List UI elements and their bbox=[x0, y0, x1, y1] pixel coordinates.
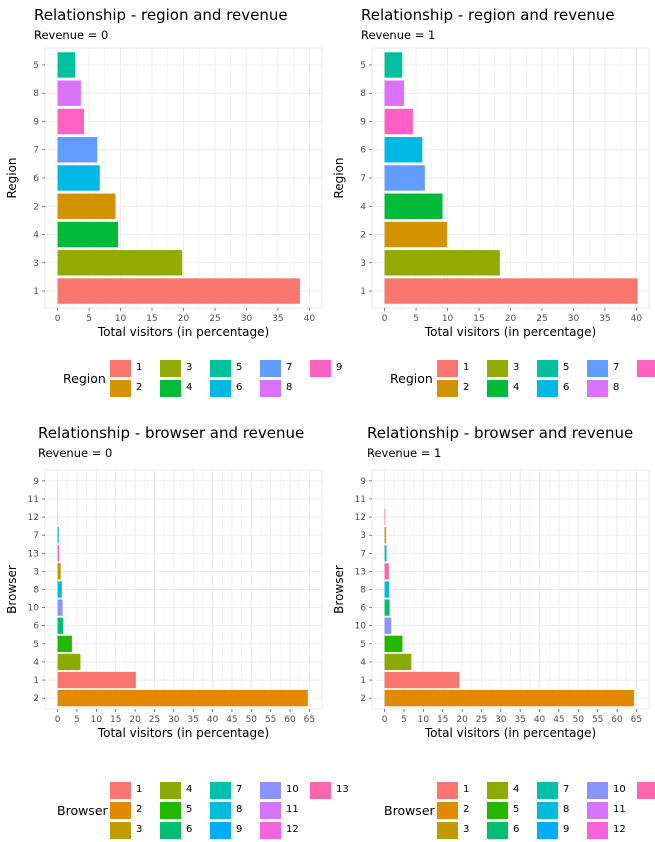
chart-region-revenue-0: Relationship - region and revenue Revenu… bbox=[0, 0, 327, 412]
legend-swatch bbox=[537, 822, 558, 839]
chart-region-revenue-1: Relationship - region and revenue Revenu… bbox=[327, 0, 655, 412]
legend-label: 2 bbox=[463, 382, 469, 393]
legend-label: 8 bbox=[613, 382, 619, 393]
legend-swatch bbox=[260, 802, 281, 819]
legend-label: 4 bbox=[513, 382, 519, 393]
legend-swatch bbox=[160, 380, 181, 397]
legend-title: Browser bbox=[384, 803, 435, 818]
legend-label: 2 bbox=[136, 382, 142, 393]
chart-browser-revenue-1: Relationship - browser and revenue Reven… bbox=[327, 412, 655, 823]
legend-swatch bbox=[210, 360, 231, 377]
legend-swatch bbox=[260, 822, 281, 839]
legend-swatch bbox=[160, 802, 181, 819]
legend-label: 4 bbox=[513, 784, 519, 795]
legend-label: 5 bbox=[236, 362, 242, 373]
legend-swatch bbox=[637, 782, 655, 799]
legend-swatch bbox=[110, 802, 131, 819]
legend-swatch bbox=[437, 782, 458, 799]
legend-swatch bbox=[587, 822, 608, 839]
legend-swatch bbox=[487, 380, 508, 397]
legend-label: 7 bbox=[236, 784, 242, 795]
legend-label: 9 bbox=[563, 824, 569, 835]
legend-swatch bbox=[260, 380, 281, 397]
legend-swatch bbox=[110, 822, 131, 839]
legend-title: Browser bbox=[57, 803, 108, 818]
legend-label: 1 bbox=[463, 784, 469, 795]
legend-swatch bbox=[487, 360, 508, 377]
legend-label: 11 bbox=[613, 804, 626, 815]
legend-label: 3 bbox=[463, 824, 469, 835]
legend-label: 6 bbox=[236, 382, 242, 393]
legend-swatch bbox=[487, 782, 508, 799]
legend-label: 5 bbox=[563, 362, 569, 373]
legend-swatch bbox=[110, 782, 131, 799]
legend-swatch bbox=[437, 802, 458, 819]
legend-label: 10 bbox=[613, 784, 626, 795]
legend-label: 12 bbox=[613, 824, 626, 835]
legend-label: 11 bbox=[286, 804, 299, 815]
legend-swatch bbox=[160, 782, 181, 799]
legend-label: 2 bbox=[463, 804, 469, 815]
legend-label: 5 bbox=[513, 804, 519, 815]
legend-label: 6 bbox=[513, 824, 519, 835]
legend-title: Region bbox=[63, 371, 106, 386]
legend-swatch bbox=[160, 360, 181, 377]
legend-label: 1 bbox=[136, 362, 142, 373]
chart-browser-revenue-0: Relationship - browser and revenue Reven… bbox=[0, 412, 327, 823]
legend-swatch bbox=[587, 380, 608, 397]
legend-label: 3 bbox=[513, 362, 519, 373]
legend-swatch bbox=[537, 802, 558, 819]
legend-label: 7 bbox=[286, 362, 292, 373]
legend-label: 3 bbox=[186, 362, 192, 373]
legend-swatch bbox=[537, 380, 558, 397]
legend-swatch bbox=[437, 360, 458, 377]
legend-label: 8 bbox=[236, 804, 242, 815]
legend-swatch bbox=[537, 360, 558, 377]
legend-label: 5 bbox=[186, 804, 192, 815]
legend-swatch bbox=[587, 782, 608, 799]
legend-label: 2 bbox=[136, 804, 142, 815]
legend-label: 4 bbox=[186, 784, 192, 795]
legend-swatch bbox=[487, 802, 508, 819]
legend-swatch bbox=[437, 822, 458, 839]
legend-swatch bbox=[210, 380, 231, 397]
legend-label: 1 bbox=[136, 784, 142, 795]
legend-swatch bbox=[587, 802, 608, 819]
legend-swatch bbox=[487, 822, 508, 839]
legend-swatch bbox=[210, 822, 231, 839]
legend-label: 6 bbox=[563, 382, 569, 393]
legend-label: 8 bbox=[563, 804, 569, 815]
legend-swatch bbox=[110, 380, 131, 397]
legend-swatch bbox=[160, 822, 181, 839]
legend-label: 4 bbox=[186, 382, 192, 393]
legend-label: 12 bbox=[286, 824, 299, 835]
legend-label: 9 bbox=[236, 824, 242, 835]
legend-swatch bbox=[260, 782, 281, 799]
legend-label: 7 bbox=[563, 784, 569, 795]
legend-swatch bbox=[110, 360, 131, 377]
legend-swatch bbox=[587, 360, 608, 377]
legend-label: 3 bbox=[136, 824, 142, 835]
legend-swatch bbox=[210, 802, 231, 819]
legend-swatch bbox=[637, 360, 655, 377]
legend-title: Region bbox=[390, 371, 433, 386]
legend-swatch bbox=[260, 360, 281, 377]
legend-swatch bbox=[537, 782, 558, 799]
legend-label: 10 bbox=[286, 784, 299, 795]
legend-label: 1 bbox=[463, 362, 469, 373]
legend-label: 8 bbox=[286, 382, 292, 393]
legend-swatch bbox=[437, 380, 458, 397]
legend-label: 6 bbox=[186, 824, 192, 835]
legend-swatch bbox=[210, 782, 231, 799]
legend-label: 7 bbox=[613, 362, 619, 373]
